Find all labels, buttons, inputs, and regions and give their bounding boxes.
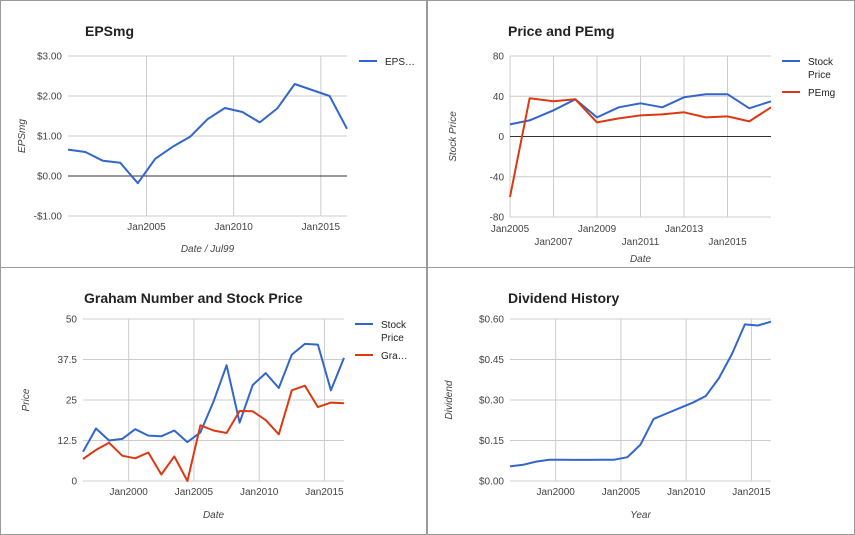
chart-panel-price-pemg: Price and PEmg -80 -40 0 40 80 Jan2005 Jan2007 J…	[427, 0, 855, 268]
legend-label: EPS…	[385, 57, 415, 68]
y-tick-label: -80	[490, 213, 505, 224]
x-tick-label: Jan2005	[602, 487, 641, 498]
x-tick-label: Jan2005	[491, 224, 530, 235]
y-axis-label: Dividend	[444, 380, 455, 419]
chart-svg: Graham Number and Stock Price 0 12.5 25 37.5…	[21, 290, 408, 521]
x-tick-label: Jan2005	[175, 487, 214, 498]
x-axis-label: Date / Jul99	[181, 244, 235, 255]
y-tick-label: 40	[493, 92, 505, 103]
y-tick-label: $3.00	[37, 52, 62, 63]
chart-title: Dividend History	[508, 290, 619, 306]
y-tick-label: 37.5	[58, 355, 78, 366]
chart-title: Graham Number and Stock Price	[84, 290, 303, 306]
y-tick-label: $2.00	[37, 92, 62, 103]
x-axis-label: Date	[630, 254, 652, 265]
y-axis-label: EPSmg	[17, 119, 28, 153]
y-tick-label: $0.00	[37, 172, 62, 183]
legend-label: Stock Price	[808, 57, 834, 81]
y-axis-label: Stock Price	[448, 111, 459, 162]
y-tick-label: 50	[66, 315, 78, 326]
x-tick-label: Jan2007	[534, 237, 573, 248]
y-tick-label: 80	[493, 52, 505, 63]
series-line-0	[82, 342, 345, 453]
y-tick-label: -40	[490, 172, 505, 183]
x-tick-label: Jan2010	[240, 487, 279, 498]
y-tick-label: -$1.00	[34, 212, 63, 223]
y-tick-label: $0.30	[479, 396, 504, 407]
series-line-0	[67, 83, 348, 185]
chart-svg: Dividend History $0.00 $0.15 $0.30 $0.45 $0.6…	[444, 290, 772, 521]
series-line-0	[509, 93, 772, 126]
x-tick-label: Jan2010	[667, 487, 706, 498]
x-tick-label: Jan2000	[536, 487, 575, 498]
legend-label: PEmg	[808, 88, 835, 99]
x-tick-label: Jan2015	[302, 222, 341, 233]
y-tick-label: 12.5	[58, 436, 78, 447]
chart-svg: EPSmg -$1.00 $0.00 $1.00 $2.00 $3.00 Jan2005 Ja…	[17, 23, 415, 255]
chart-title: Price and PEmg	[508, 23, 615, 39]
x-axis-label: Date	[203, 510, 225, 521]
chart-title: EPSmg	[85, 23, 134, 39]
x-axis-label: Year	[630, 510, 651, 521]
chart-panel-dividend-history: Dividend History $0.00 $0.15 $0.30 $0.45 $0.6…	[427, 267, 855, 535]
y-tick-label: $0.60	[479, 315, 504, 326]
y-tick-label: $0.45	[479, 355, 504, 366]
chart-panel-epsmg: EPSmg -$1.00 $0.00 $1.00 $2.00 $3.00 Jan2005 Ja…	[0, 0, 427, 268]
x-tick-label: Jan2015	[305, 487, 344, 498]
series-line-0	[509, 320, 772, 468]
y-tick-label: $0.00	[479, 477, 504, 488]
x-tick-label: Jan2005	[127, 222, 166, 233]
x-tick-label: Jan2000	[109, 487, 148, 498]
chart-panel-graham-number: Graham Number and Stock Price 0 12.5 25 37.5…	[0, 267, 427, 535]
y-tick-label: 0	[498, 132, 504, 143]
y-tick-label: 0	[71, 477, 77, 488]
x-tick-label: Jan2015	[708, 237, 747, 248]
x-tick-label: Jan2015	[732, 487, 771, 498]
y-axis-label: Price	[21, 388, 32, 411]
chart-svg: Price and PEmg -80 -40 0 40 80 Jan2005 Jan2007 J…	[448, 23, 835, 265]
y-tick-label: $1.00	[37, 132, 62, 143]
legend-label: Gra…	[381, 351, 408, 362]
x-tick-label: Jan2009	[578, 224, 617, 235]
legend-label: Stock Price	[381, 320, 407, 344]
x-tick-label: Jan2011	[622, 237, 660, 248]
series-line-1	[82, 384, 345, 482]
series-line-1	[509, 97, 772, 198]
x-tick-label: Jan2013	[665, 224, 704, 235]
y-tick-label: $0.15	[479, 436, 504, 447]
x-tick-label: Jan2010	[214, 222, 253, 233]
y-tick-label: 25	[66, 396, 78, 407]
